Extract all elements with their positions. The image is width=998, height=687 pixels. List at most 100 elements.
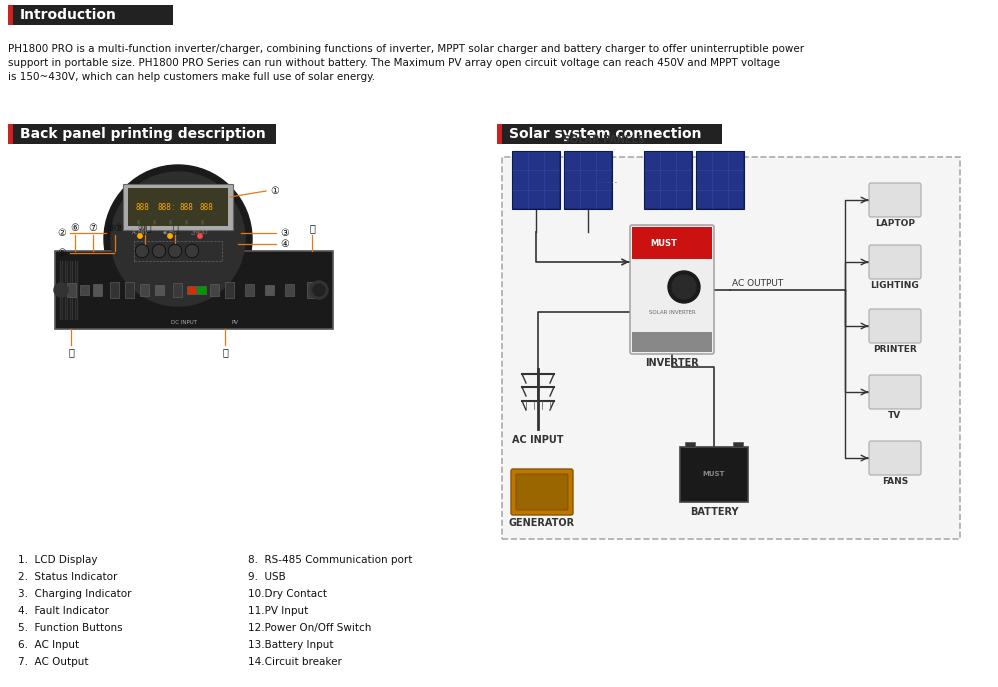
Circle shape [111, 172, 245, 306]
Text: 12.Power On/Off Switch: 12.Power On/Off Switch [248, 623, 371, 633]
Text: ⑦: ⑦ [89, 223, 98, 233]
FancyBboxPatch shape [80, 285, 89, 295]
FancyBboxPatch shape [210, 284, 219, 296]
Text: MUST: MUST [651, 238, 678, 247]
Text: ◆CHG: ◆CHG [163, 229, 178, 234]
FancyBboxPatch shape [155, 285, 164, 295]
Text: INVERTER: INVERTER [645, 358, 699, 368]
Text: 7.  AC Output: 7. AC Output [18, 657, 89, 667]
FancyBboxPatch shape [8, 5, 173, 25]
FancyBboxPatch shape [197, 286, 206, 294]
Text: ▮: ▮ [153, 220, 156, 225]
Circle shape [198, 234, 203, 238]
Text: 3.  Charging Indicator: 3. Charging Indicator [18, 589, 132, 599]
FancyBboxPatch shape [140, 284, 149, 296]
Text: 2.  Status Indicator: 2. Status Indicator [18, 572, 118, 582]
FancyBboxPatch shape [265, 285, 274, 295]
FancyBboxPatch shape [511, 469, 573, 515]
Text: 888: 888 [179, 203, 193, 212]
FancyBboxPatch shape [187, 286, 196, 294]
Text: Introduction: Introduction [20, 8, 117, 22]
Text: 9.  USB: 9. USB [248, 572, 285, 582]
FancyBboxPatch shape [565, 152, 611, 208]
FancyBboxPatch shape [173, 283, 182, 297]
Text: BATTERY: BATTERY [690, 507, 739, 517]
Text: ⑩⑪: ⑩⑪ [138, 223, 153, 233]
FancyBboxPatch shape [497, 124, 722, 144]
Text: 888: 888 [199, 203, 213, 212]
Text: ⑥: ⑥ [71, 223, 80, 233]
Text: 4.  Fault Indicator: 4. Fault Indicator [18, 606, 109, 616]
Text: TV: TV [888, 411, 901, 420]
FancyBboxPatch shape [125, 282, 134, 298]
FancyBboxPatch shape [8, 124, 13, 144]
Circle shape [138, 234, 142, 238]
FancyBboxPatch shape [869, 375, 921, 409]
Text: SOLAR INVERTER: SOLAR INVERTER [649, 310, 696, 315]
Circle shape [186, 245, 199, 258]
Circle shape [136, 245, 149, 258]
Text: 10.Dry Contact: 10.Dry Contact [248, 589, 327, 599]
FancyBboxPatch shape [307, 282, 316, 298]
Text: DC INPUT: DC INPUT [171, 321, 197, 326]
FancyBboxPatch shape [512, 151, 560, 209]
FancyBboxPatch shape [685, 442, 695, 447]
FancyBboxPatch shape [733, 442, 743, 447]
FancyBboxPatch shape [245, 284, 254, 296]
FancyBboxPatch shape [110, 282, 119, 298]
Text: ⑫: ⑫ [172, 223, 178, 233]
Text: 13.Battery Input: 13.Battery Input [248, 640, 333, 650]
Text: ⑭: ⑭ [68, 347, 74, 357]
Text: 6.  AC Input: 6. AC Input [18, 640, 79, 650]
Circle shape [187, 245, 198, 256]
Text: ▮: ▮ [201, 220, 204, 225]
Circle shape [313, 284, 325, 296]
FancyBboxPatch shape [869, 245, 921, 279]
Text: 1.  LCD Display: 1. LCD Display [18, 555, 98, 565]
Text: AC INPUT: AC INPUT [512, 435, 564, 445]
Text: ⑫: ⑫ [309, 223, 315, 233]
FancyBboxPatch shape [632, 332, 712, 352]
Circle shape [168, 234, 173, 238]
Text: △FAULT: △FAULT [191, 229, 209, 234]
Text: Solar system connection: Solar system connection [509, 127, 702, 141]
Text: LAPTOP: LAPTOP [875, 219, 915, 228]
Text: PH1800 PRO is a multi-function inverter/charger, combining functions of inverter: PH1800 PRO is a multi-function inverter/… [8, 44, 804, 82]
FancyBboxPatch shape [869, 441, 921, 475]
Text: 14.Circuit breaker: 14.Circuit breaker [248, 657, 342, 667]
FancyBboxPatch shape [497, 124, 502, 144]
FancyBboxPatch shape [564, 151, 612, 209]
Circle shape [54, 283, 68, 297]
Text: AC OUTPUT: AC OUTPUT [732, 278, 783, 287]
Text: :: : [171, 203, 174, 212]
Text: LIGHTING: LIGHTING [870, 281, 919, 290]
Text: 8.  RS-485 Communication port: 8. RS-485 Communication port [248, 555, 412, 565]
FancyBboxPatch shape [632, 227, 712, 259]
FancyBboxPatch shape [225, 282, 234, 298]
FancyBboxPatch shape [630, 225, 714, 354]
Circle shape [153, 245, 166, 258]
Text: ⑤: ⑤ [57, 248, 66, 258]
Text: AC/INV: AC/INV [132, 229, 149, 234]
Circle shape [137, 245, 148, 256]
Circle shape [672, 275, 696, 299]
FancyBboxPatch shape [128, 188, 228, 226]
Circle shape [310, 281, 328, 299]
FancyBboxPatch shape [67, 283, 76, 297]
Text: ⑬: ⑬ [223, 347, 228, 357]
FancyBboxPatch shape [55, 251, 333, 329]
Text: PV: PV [232, 321, 239, 326]
Text: 11.PV Input: 11.PV Input [248, 606, 308, 616]
Text: ▮: ▮ [185, 220, 188, 225]
FancyBboxPatch shape [869, 309, 921, 343]
Text: 888: 888 [157, 203, 171, 212]
FancyBboxPatch shape [123, 184, 233, 230]
FancyBboxPatch shape [93, 284, 102, 296]
FancyBboxPatch shape [516, 474, 568, 510]
Text: ⑧⑨: ⑧⑨ [106, 223, 124, 233]
Circle shape [169, 245, 182, 258]
FancyBboxPatch shape [285, 284, 294, 296]
Circle shape [104, 165, 252, 313]
Text: ④: ④ [280, 239, 288, 249]
Text: ▮: ▮ [137, 220, 140, 225]
